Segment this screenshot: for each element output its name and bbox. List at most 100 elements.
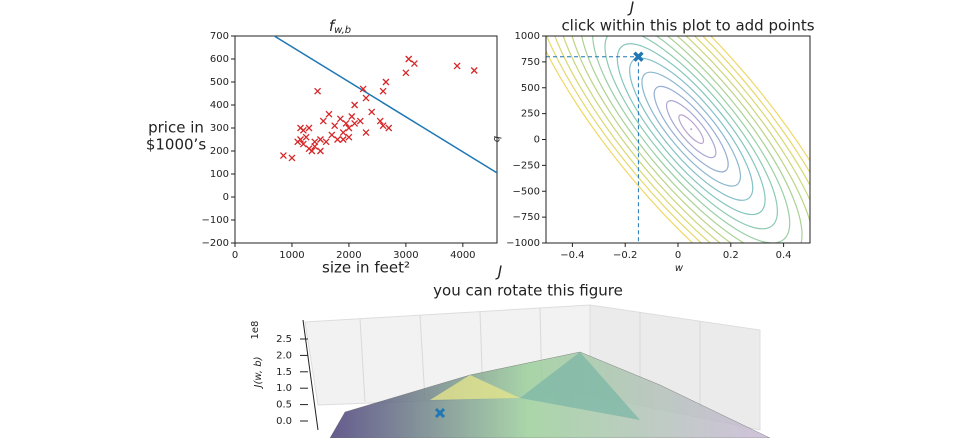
fit-line [272,36,497,174]
y-tick-label: 500 [521,83,540,94]
contour [641,71,742,187]
data-point [297,136,304,143]
data-point [385,124,393,132]
surface [520,352,640,420]
data-point [311,142,319,150]
data-point [339,129,347,137]
y-tick-label: 600 [210,54,229,65]
contour [665,100,717,159]
data-point [316,147,324,155]
data-point [453,62,461,70]
contour [546,36,810,243]
y-tick-label: 0 [223,192,229,203]
data-point [288,154,296,162]
data-point [322,138,330,146]
contour [567,36,810,243]
data-point [345,124,353,132]
contour [592,36,791,243]
contour [616,43,766,216]
contour [546,36,810,243]
x-axis-label: size in feet² [322,259,410,277]
y-tick-label: −500 [513,186,540,197]
y-tick-label: −100 [202,215,229,226]
chart-title: J [627,0,634,17]
data-point [316,136,324,143]
y-axis-label: b [491,136,502,142]
z-tick-label: 2.5 [276,334,292,345]
y-axis-label: price in [148,119,204,137]
data-point [305,124,313,132]
data-point [299,140,307,148]
y-tick-label: 1000 [515,31,540,42]
z-axis-label: J(w, b) [253,357,264,390]
data-point [376,117,384,125]
x-tick-label: 0.2 [723,250,739,261]
y-tick-label: 250 [521,109,540,120]
data-point [328,131,336,139]
data-point [345,133,353,141]
data-point [342,119,350,127]
data-point [470,67,478,74]
offset-label: 1e8 [250,321,261,340]
title-subscript: w,b [334,25,351,36]
data-point [351,119,359,127]
x-tick-label: −0.4 [560,250,584,261]
x-tick-label: 0 [675,250,681,261]
contour [604,36,778,230]
data-point [331,122,339,130]
data-point [379,87,387,95]
y-tick-label: 400 [210,100,229,111]
x-tick-label: 2000 [336,250,361,261]
contour [629,57,754,201]
data-point [334,136,341,143]
x-tick-label: 4000 [450,250,475,261]
y-tick-label: −750 [513,212,540,223]
z-axis [302,319,319,431]
y-axis-label: $1000’s [146,136,206,154]
data-point [356,117,364,125]
data-point [362,129,370,137]
contour [546,36,810,243]
data-point [325,110,333,118]
y-tick-label: −1000 [506,238,540,249]
data-point [302,133,310,141]
z-tick-label: 0.5 [276,400,292,411]
contour [678,114,705,144]
chart-subtitle: you can rotate this figure [433,282,623,300]
data-point [279,152,287,160]
y-tick-label: 300 [210,123,229,134]
x-tick-label: 1000 [279,250,304,261]
plot-area [546,36,810,243]
data-point [299,126,307,134]
data-point [405,55,413,63]
surface [430,375,520,400]
data-point [368,108,376,116]
y-tick-label: −250 [513,160,540,171]
data-point [410,60,418,68]
data-point [348,113,356,120]
center [690,128,693,131]
surface-marker [434,407,446,419]
data-point [402,69,410,77]
surface-3d[interactable] [304,304,771,438]
plot-area [272,36,497,174]
y-tick-label: 750 [521,57,540,68]
z-tick-label: 0.0 [276,416,292,427]
data-point [314,87,322,95]
chart-title: J [495,263,502,281]
data-point [308,147,316,155]
data-point [319,117,327,125]
data-point [382,78,390,86]
y-tick-label: −200 [202,238,229,249]
data-point [336,115,344,123]
y-tick-label: 100 [210,169,229,180]
y-tick-label: 0 [534,135,540,146]
marker [633,51,644,62]
z-tick-label: 1.5 [276,367,292,378]
y-tick-label: 500 [210,77,229,88]
contour [653,85,729,173]
z-tick-label: 2.0 [276,350,292,361]
axes-frame [234,35,498,244]
contour [579,36,803,243]
